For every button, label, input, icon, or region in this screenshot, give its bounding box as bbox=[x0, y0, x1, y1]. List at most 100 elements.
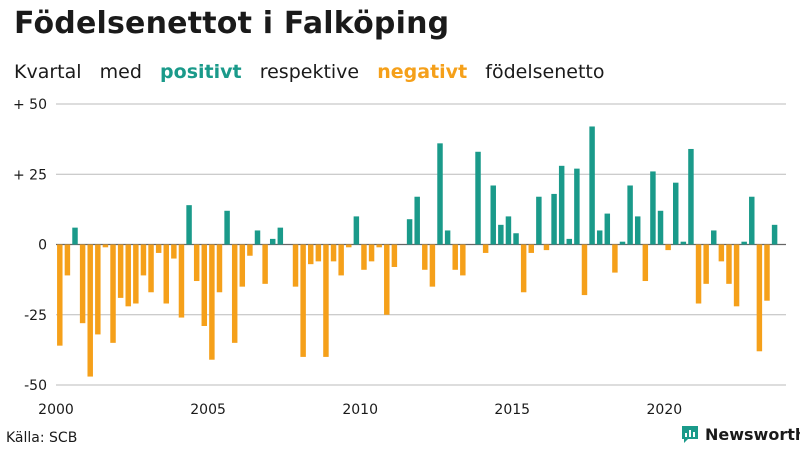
bar bbox=[764, 244, 770, 301]
bar bbox=[254, 230, 261, 245]
bar bbox=[528, 244, 534, 253]
bar bbox=[262, 244, 268, 284]
bar bbox=[490, 185, 496, 245]
bar bbox=[634, 216, 641, 245]
bar bbox=[437, 143, 443, 245]
source-note: Källa: SCB bbox=[6, 430, 78, 446]
bar bbox=[703, 244, 709, 284]
bar bbox=[209, 244, 215, 360]
bar bbox=[140, 244, 147, 276]
bar bbox=[574, 168, 580, 245]
brand-name: Newsworthy bbox=[705, 424, 800, 444]
bar bbox=[536, 196, 542, 245]
bar bbox=[353, 216, 360, 245]
bar bbox=[581, 244, 588, 296]
brand[interactable]: Newsworthy bbox=[680, 424, 800, 444]
bar bbox=[79, 244, 86, 324]
bar bbox=[300, 244, 306, 357]
y-tick-label: + 25 bbox=[13, 167, 47, 183]
subtitle-positive-word: positivt bbox=[160, 61, 242, 83]
y-tick-label: + 50 bbox=[13, 97, 47, 113]
bar bbox=[95, 244, 101, 335]
bar-chart: + 50 + 25 0 -25 -50 2000 2005 2010 2015 2020 bbox=[13, 97, 786, 418]
bar bbox=[596, 230, 603, 245]
bar bbox=[102, 244, 109, 248]
axis-layer: + 50 + 25 0 -25 -50 2000 2005 2010 2015 2020 bbox=[13, 97, 682, 418]
bar bbox=[64, 244, 71, 276]
subtitle-word-respektive: respektive bbox=[259, 61, 360, 83]
bar bbox=[558, 165, 565, 245]
bar bbox=[247, 244, 253, 256]
bar bbox=[376, 244, 382, 248]
bar bbox=[422, 244, 428, 270]
bar bbox=[308, 244, 314, 265]
bar-layer bbox=[57, 126, 778, 377]
bar bbox=[155, 244, 162, 253]
bar bbox=[482, 244, 489, 253]
x-tick-label: 2010 bbox=[342, 402, 378, 418]
bar bbox=[186, 205, 192, 245]
bar bbox=[718, 244, 725, 262]
x-tick-label: 2015 bbox=[494, 402, 530, 418]
y-tick-label: -50 bbox=[24, 378, 47, 394]
bar bbox=[460, 244, 466, 276]
bar bbox=[201, 244, 208, 326]
bar bbox=[178, 244, 185, 318]
bar bbox=[224, 210, 230, 245]
subtitle-negative-word: negativt bbox=[377, 61, 468, 83]
bar bbox=[688, 148, 694, 245]
bar bbox=[756, 244, 763, 352]
bar bbox=[498, 224, 504, 245]
subtitle-word-med: med bbox=[99, 61, 142, 83]
bar bbox=[650, 171, 656, 245]
bar bbox=[680, 241, 687, 245]
bar bbox=[117, 244, 124, 298]
bar bbox=[148, 244, 154, 293]
bar bbox=[513, 233, 519, 245]
x-tick-label: 2020 bbox=[647, 402, 683, 418]
chart-title: Födelsenettot i Falköping bbox=[14, 6, 450, 41]
bar bbox=[520, 244, 527, 293]
newsworthy-logo-icon bbox=[682, 426, 698, 443]
bar bbox=[452, 244, 458, 270]
x-tick-label: 2000 bbox=[38, 402, 74, 418]
bar bbox=[193, 244, 200, 282]
bar bbox=[277, 227, 284, 245]
bar bbox=[87, 244, 93, 377]
bar bbox=[57, 244, 63, 346]
bar bbox=[269, 238, 276, 245]
bar bbox=[384, 244, 390, 315]
subtitle-word-kvartal: Kvartal bbox=[14, 61, 82, 83]
bar bbox=[323, 244, 329, 357]
bar bbox=[292, 244, 299, 287]
bar bbox=[695, 244, 702, 304]
bar bbox=[368, 244, 375, 262]
bar bbox=[330, 244, 337, 262]
bar bbox=[505, 216, 512, 245]
bar bbox=[642, 244, 649, 282]
bar bbox=[346, 244, 352, 248]
bar bbox=[475, 151, 481, 245]
bar bbox=[391, 244, 398, 267]
bar bbox=[566, 238, 573, 245]
bar bbox=[163, 244, 169, 304]
bar bbox=[444, 230, 451, 245]
bar bbox=[110, 244, 116, 343]
bar bbox=[657, 210, 664, 245]
y-tick-label: -25 bbox=[24, 308, 47, 324]
bar bbox=[665, 244, 671, 251]
bar bbox=[361, 244, 367, 270]
bar bbox=[749, 196, 755, 245]
bar bbox=[619, 241, 626, 245]
bar bbox=[612, 244, 618, 273]
bar bbox=[216, 244, 223, 293]
bar bbox=[429, 244, 436, 287]
bar bbox=[733, 244, 740, 307]
bar bbox=[726, 244, 732, 284]
chart-subtitle: Kvartal med positivt respektive negativt… bbox=[14, 61, 604, 83]
bar bbox=[72, 227, 78, 245]
bar bbox=[771, 224, 778, 245]
x-tick-label: 2005 bbox=[190, 402, 226, 418]
bar bbox=[125, 244, 131, 307]
bar bbox=[171, 244, 177, 259]
